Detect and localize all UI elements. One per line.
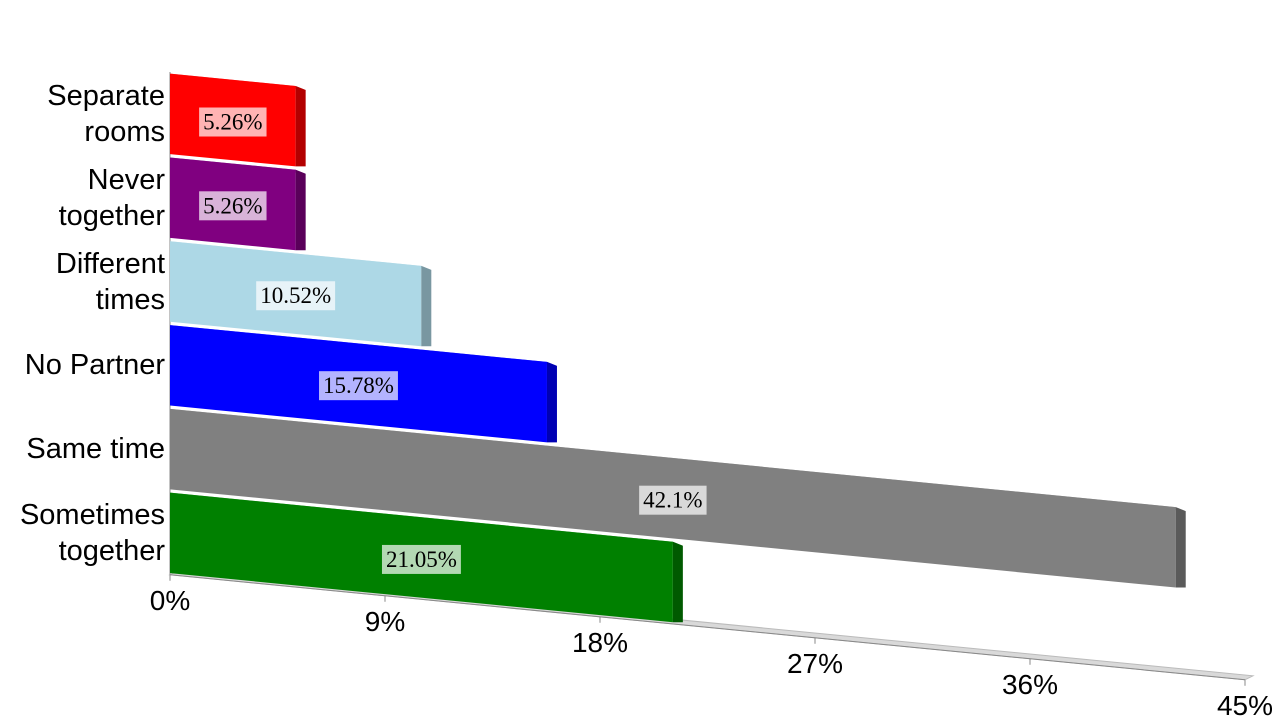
value-label-group: 15.78% <box>319 371 398 401</box>
value-label-group: 5.26% <box>199 107 267 137</box>
value-label: 21.05% <box>386 547 457 572</box>
category-label: Sometimes together <box>19 498 165 567</box>
x-tick-label: 27% <box>787 648 843 679</box>
value-label-bg <box>256 281 336 311</box>
value-label: 5.26% <box>203 110 262 135</box>
value-label: 15.78% <box>323 373 394 398</box>
value-axis <box>169 574 1246 681</box>
bar-side <box>546 361 557 443</box>
value-label-bg <box>199 191 267 221</box>
x-tick-label: 9% <box>365 606 405 637</box>
x-tick-label: 18% <box>572 627 628 658</box>
x-tick-label: 45% <box>1217 690 1273 720</box>
value-label-bg <box>381 544 461 574</box>
bar-side <box>672 541 683 623</box>
value-label: 5.26% <box>203 193 262 218</box>
value-label-bg <box>639 485 707 515</box>
bar-side <box>295 85 306 167</box>
value-label-bg <box>319 371 398 401</box>
x-tick-label: 0% <box>150 585 190 616</box>
value-label-group: 10.52% <box>256 281 336 311</box>
x-tick-label: 36% <box>1002 669 1058 700</box>
bar-side <box>295 169 306 251</box>
value-label-group: 21.05% <box>381 544 461 574</box>
value-label-group: 5.26% <box>199 191 267 221</box>
category-label: Different times <box>55 247 165 316</box>
category-label: Separate rooms <box>47 79 165 148</box>
category-label: Never together <box>58 163 165 232</box>
category-label: No Partner <box>24 349 165 382</box>
value-label: 10.52% <box>260 283 331 308</box>
bar-side <box>421 265 432 347</box>
category-label: Same time <box>26 433 165 466</box>
value-label-group: 42.1% <box>639 485 707 515</box>
value-label: 42.1% <box>643 488 702 513</box>
bar-side <box>1175 507 1186 588</box>
value-label-bg <box>199 107 267 137</box>
